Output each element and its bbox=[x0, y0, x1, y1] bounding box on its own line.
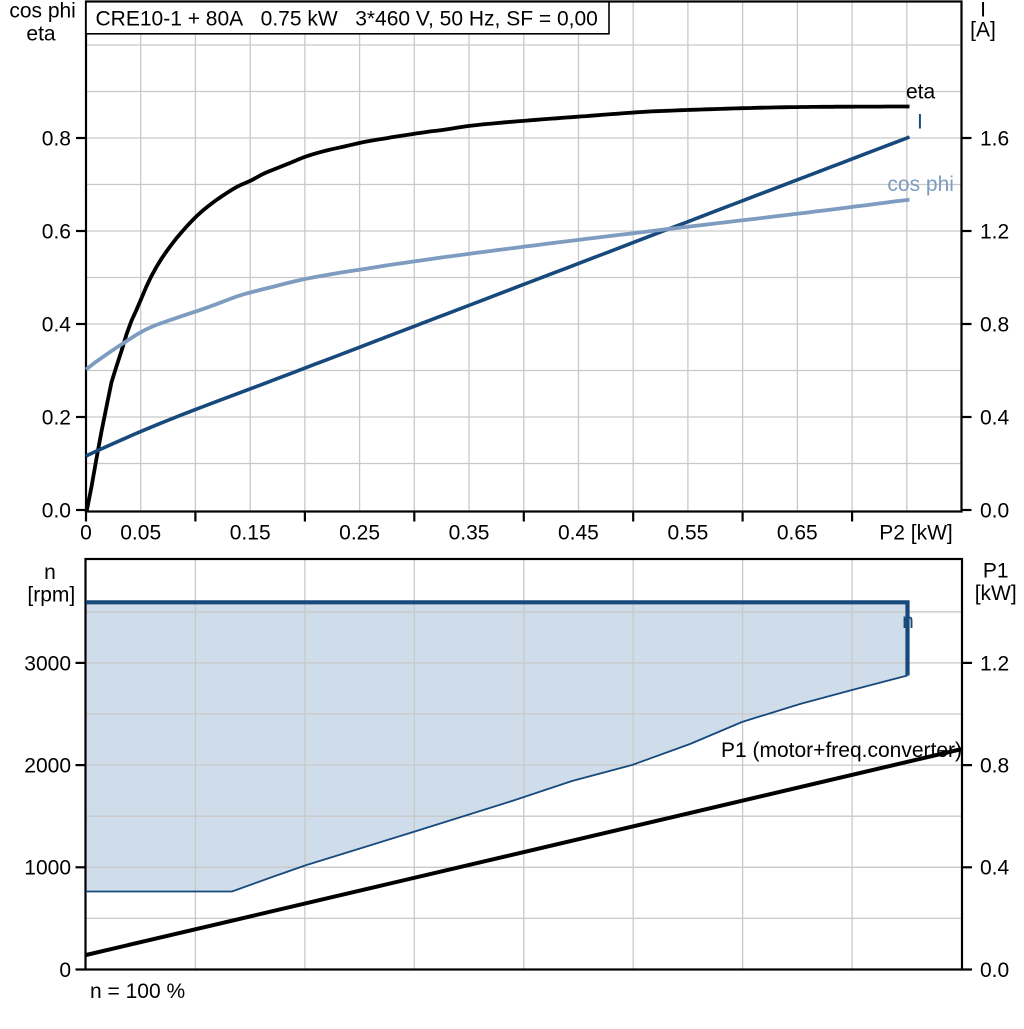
svg-text:cos phi: cos phi bbox=[9, 0, 76, 23]
svg-text:[rpm]: [rpm] bbox=[27, 584, 75, 607]
svg-text:0.35: 0.35 bbox=[449, 522, 490, 545]
svg-text:0.55: 0.55 bbox=[667, 522, 708, 545]
svg-text:n: n bbox=[902, 610, 914, 633]
svg-text:1.2: 1.2 bbox=[980, 220, 1009, 243]
svg-text:I: I bbox=[917, 111, 923, 134]
svg-text:0.0: 0.0 bbox=[980, 499, 1009, 522]
svg-text:0.05: 0.05 bbox=[120, 522, 161, 545]
svg-text:CRE10-1 + 80A 0.75 kW 3*46: CRE10-1 + 80A 0.75 kW 3*460 V, 50 Hz, SF… bbox=[96, 8, 598, 31]
svg-text:0.0: 0.0 bbox=[42, 499, 71, 522]
svg-text:0.8: 0.8 bbox=[980, 313, 1009, 336]
svg-text:cos phi: cos phi bbox=[887, 173, 954, 196]
svg-text:0.25: 0.25 bbox=[339, 522, 380, 545]
svg-text:[kW]: [kW] bbox=[975, 582, 1017, 605]
svg-text:n: n bbox=[44, 561, 56, 584]
svg-text:0.45: 0.45 bbox=[558, 522, 599, 545]
svg-text:[A]: [A] bbox=[970, 19, 996, 42]
svg-text:0.0: 0.0 bbox=[980, 959, 1009, 982]
svg-text:0.4: 0.4 bbox=[980, 857, 1010, 880]
svg-text:1.2: 1.2 bbox=[980, 652, 1009, 675]
svg-text:0: 0 bbox=[59, 959, 71, 982]
svg-text:1000: 1000 bbox=[24, 857, 71, 880]
svg-text:0.65: 0.65 bbox=[777, 522, 818, 545]
svg-text:3000: 3000 bbox=[24, 652, 71, 675]
svg-text:0: 0 bbox=[80, 522, 92, 545]
svg-text:0.4: 0.4 bbox=[42, 313, 72, 336]
svg-text:0.4: 0.4 bbox=[980, 406, 1010, 429]
svg-text:0.8: 0.8 bbox=[980, 755, 1009, 778]
svg-text:n = 100 %: n = 100 % bbox=[90, 980, 185, 1003]
svg-text:I: I bbox=[980, 0, 986, 22]
svg-text:eta: eta bbox=[26, 23, 56, 46]
svg-text:1.6: 1.6 bbox=[980, 127, 1009, 150]
svg-text:P1: P1 bbox=[983, 560, 1009, 583]
svg-text:P2 [kW]: P2 [kW] bbox=[879, 522, 953, 545]
svg-text:P1 (motor+freq.converter): P1 (motor+freq.converter) bbox=[721, 739, 962, 762]
svg-text:0.15: 0.15 bbox=[230, 522, 271, 545]
svg-text:eta: eta bbox=[906, 80, 936, 103]
svg-text:0.6: 0.6 bbox=[42, 220, 71, 243]
svg-text:0.2: 0.2 bbox=[42, 406, 71, 429]
svg-text:2000: 2000 bbox=[24, 755, 71, 778]
svg-text:0.8: 0.8 bbox=[42, 127, 71, 150]
